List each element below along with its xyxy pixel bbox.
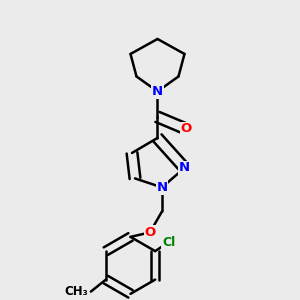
Text: O: O — [144, 226, 156, 239]
Text: N: N — [152, 85, 163, 98]
Text: O: O — [180, 122, 192, 135]
Text: N: N — [156, 181, 168, 194]
Text: CH₃: CH₃ — [64, 285, 88, 298]
Text: Cl: Cl — [162, 236, 175, 249]
Text: N: N — [179, 161, 190, 174]
